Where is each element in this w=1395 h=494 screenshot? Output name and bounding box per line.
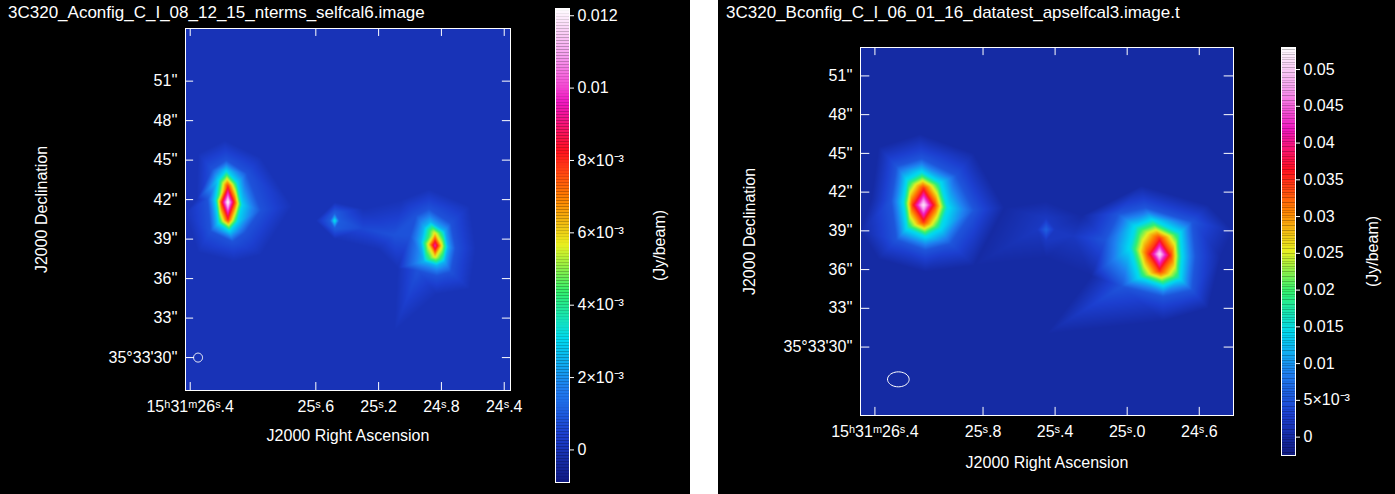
- svg-text:0.015: 0.015: [1304, 318, 1344, 335]
- svg-text:39'': 39'': [154, 230, 178, 247]
- svg-text:24ˢ.8: 24ˢ.8: [423, 398, 460, 415]
- svg-text:J2000 Right Ascension: J2000 Right Ascension: [966, 454, 1129, 471]
- svg-text:2×10⁻³: 2×10⁻³: [578, 369, 625, 386]
- svg-text:36'': 36'': [154, 270, 178, 287]
- svg-text:0.01: 0.01: [1304, 355, 1335, 372]
- svg-text:8×10⁻³: 8×10⁻³: [578, 152, 625, 169]
- svg-text:51'': 51'': [154, 72, 178, 89]
- svg-text:48'': 48'': [154, 112, 178, 129]
- svg-text:42'': 42'': [154, 191, 178, 208]
- svg-text:45'': 45'': [154, 151, 178, 168]
- html-text:3C320_Bconfig_C_I_06_01_16_dat: 3C320_Bconfig_C_I_06_01_16_datatest_apse…: [726, 3, 1180, 22]
- svg-text:0: 0: [1304, 428, 1313, 445]
- svg-text:0.02: 0.02: [1304, 281, 1335, 298]
- svg-text:J2000 Declination: J2000 Declination: [741, 168, 758, 295]
- html-text:3C320_Aconfig_C_I_08_12_15_nte: 3C320_Aconfig_C_I_08_12_15_nterms_selfca…: [8, 3, 425, 22]
- svg-text:J2000 Right Ascension: J2000 Right Ascension: [267, 427, 430, 444]
- svg-text:39'': 39'': [829, 222, 853, 239]
- svg-text:25ˢ.2: 25ˢ.2: [360, 398, 397, 415]
- svg-text:0.025: 0.025: [1304, 244, 1344, 261]
- svg-text:15ʰ31ᵐ26ˢ.4: 15ʰ31ᵐ26ˢ.4: [146, 398, 234, 415]
- svg-text:0.01: 0.01: [578, 79, 609, 96]
- svg-text:51'': 51'': [829, 67, 853, 84]
- svg-text:33'': 33'': [154, 309, 178, 326]
- svg-text:24ˢ.6: 24ˢ.6: [1181, 423, 1218, 440]
- svg-text:48'': 48'': [829, 106, 853, 123]
- svg-text:6×10⁻³: 6×10⁻³: [578, 224, 625, 241]
- svg-text:(Jy/beam): (Jy/beam): [651, 210, 668, 281]
- svg-text:0.05: 0.05: [1304, 61, 1335, 78]
- svg-text:35°33'30'': 35°33'30'': [109, 349, 178, 366]
- svg-text:J2000 Declination: J2000 Declination: [33, 146, 50, 273]
- svg-text:25ˢ.6: 25ˢ.6: [298, 398, 335, 415]
- svg-text:36'': 36'': [829, 261, 853, 278]
- svg-text:25ˢ.4: 25ˢ.4: [1037, 423, 1074, 440]
- svg-text:25ˢ.8: 25ˢ.8: [965, 423, 1002, 440]
- svg-text:25ˢ.0: 25ˢ.0: [1109, 423, 1146, 440]
- svg-text:0.012: 0.012: [578, 7, 618, 24]
- svg-text:42'': 42'': [829, 183, 853, 200]
- svg-text:24ˢ.4: 24ˢ.4: [486, 398, 523, 415]
- svg-text:0.035: 0.035: [1304, 171, 1344, 188]
- svg-text:5×10⁻³: 5×10⁻³: [1304, 391, 1351, 408]
- svg-text:0: 0: [578, 441, 587, 458]
- svg-text:15ʰ31ᵐ26ˢ.4: 15ʰ31ᵐ26ˢ.4: [831, 423, 919, 440]
- svg-text:0.04: 0.04: [1304, 134, 1335, 151]
- svg-text:0.045: 0.045: [1304, 97, 1344, 114]
- svg-text:33'': 33'': [829, 299, 853, 316]
- svg-text:35°33'30'': 35°33'30'': [784, 338, 853, 355]
- svg-text:45'': 45'': [829, 145, 853, 162]
- svg-text:(Jy/beam): (Jy/beam): [1364, 216, 1381, 287]
- svg-text:4×10⁻³: 4×10⁻³: [578, 296, 625, 313]
- svg-text:0.03: 0.03: [1304, 208, 1335, 225]
